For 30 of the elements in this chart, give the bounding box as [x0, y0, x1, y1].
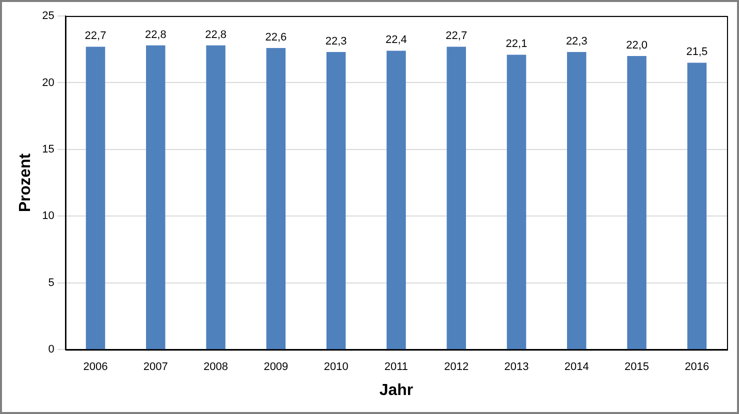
x-tick-label: 2013 — [504, 361, 529, 374]
x-tick-label: 2008 — [204, 361, 228, 374]
x-tick-label: 2015 — [624, 361, 650, 374]
data-label: 22,8 — [205, 28, 226, 41]
y-tick-label: 25 — [42, 10, 54, 22]
data-label: 22,8 — [144, 28, 166, 41]
y-tick-label: 5 — [48, 276, 54, 289]
data-label: 22,4 — [386, 34, 407, 46]
data-label: 22,1 — [506, 38, 528, 50]
y-tick-label: 10 — [42, 210, 54, 222]
data-label: 22,3 — [325, 36, 347, 48]
y-tick-label: 20 — [42, 76, 54, 89]
x-tick-label: 2006 — [83, 361, 108, 374]
x-tick-label: 2011 — [384, 361, 408, 374]
data-label: 22,3 — [566, 36, 588, 48]
x-tick-label: 2014 — [564, 361, 589, 374]
data-label: 21,5 — [686, 46, 708, 58]
data-label: 22,6 — [265, 32, 287, 44]
x-tick-label: 2010 — [324, 361, 348, 374]
y-tick-label: 15 — [42, 143, 54, 156]
x-tick-label: 2009 — [264, 361, 288, 374]
x-tick-label: 2016 — [684, 361, 710, 374]
data-label: 22,7 — [446, 30, 468, 42]
data-label: 22,7 — [84, 30, 106, 42]
x-tick-label: 2007 — [143, 361, 168, 374]
x-axis-title: Jahr — [379, 382, 414, 399]
x-tick-label: 2012 — [444, 361, 469, 374]
y-axis-title: Prozent — [17, 152, 34, 212]
data-label: 22,0 — [626, 40, 648, 52]
y-tick-label: 0 — [48, 344, 54, 356]
